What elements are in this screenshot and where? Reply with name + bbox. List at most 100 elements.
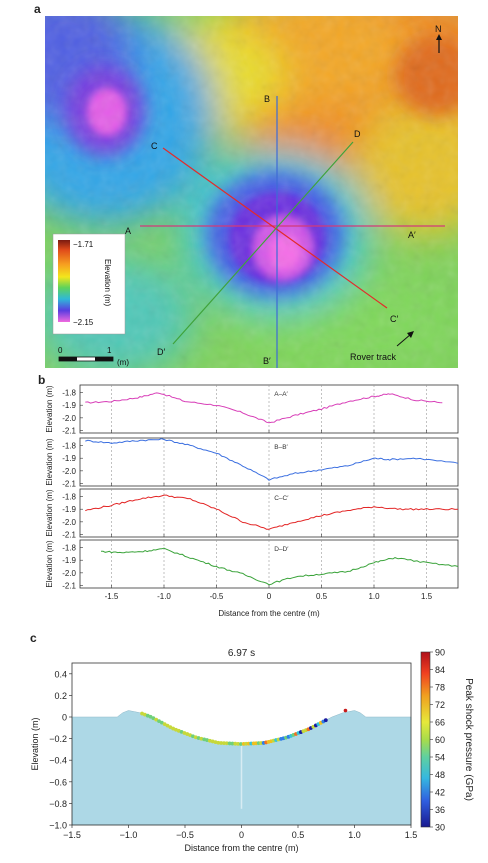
particle [236, 741, 241, 746]
particle [233, 741, 238, 746]
particle-dots [140, 708, 348, 746]
particle [151, 716, 156, 721]
y-tick-label: -1.9 [62, 505, 76, 514]
y-axis-label: Elevation (m) [45, 489, 54, 536]
colorbar-max: −1.71 [73, 240, 94, 249]
particle [222, 741, 226, 746]
profile-panel: -1.8 -1.9 -2.0 -2.1 A–A′ Elevation (m) [45, 384, 459, 435]
y-tick-label: -1.8 [62, 442, 76, 451]
y-tick-label: −1.0 [49, 821, 67, 831]
particle [343, 708, 348, 713]
profile-line [85, 494, 459, 530]
label-c-end: C′ [390, 314, 398, 324]
x-tick-label: 0 [267, 592, 272, 601]
y-tick-label: -2.0 [62, 569, 76, 578]
label-b-start: B [264, 94, 270, 104]
profile-chart: -1.8-1.9-2.0-2.1A–A′Elevation (m)-1.8-1.… [45, 384, 459, 618]
profile-line-c [162, 147, 388, 309]
y-tick-label: -2.1 [62, 426, 76, 435]
x-tick-label: 1.0 [348, 830, 361, 840]
chart-time-title: 6.97 s [228, 648, 255, 659]
scale-one: 1 [107, 346, 112, 355]
scale-unit: (m) [117, 358, 129, 367]
colorbar-title: Elevation (m) [103, 259, 112, 306]
profile-name: C–C′ [274, 495, 289, 502]
y-tick-label: -1.9 [62, 556, 76, 565]
y-tick-label: 0.4 [54, 669, 67, 679]
y-tick-label: -1.8 [62, 493, 76, 502]
panel-b-label: b [38, 373, 46, 387]
label-d-end: D′ [157, 347, 165, 357]
panel-a-label: a [34, 2, 41, 16]
y-tick-label: 0 [62, 713, 67, 723]
x-tick-label: −0.5 [176, 830, 194, 840]
particle [219, 741, 224, 745]
particle [162, 722, 167, 727]
panel-c-label: c [30, 631, 37, 645]
rover-arrow-icon [396, 333, 412, 347]
y-tick-label: -2.0 [62, 518, 76, 527]
x-tick-label: −1.0 [120, 830, 138, 840]
y-tick-label: -1.8 [62, 544, 76, 553]
x-tick-label: -1.0 [157, 592, 171, 601]
y-axis-label: Elevation (m) [45, 438, 54, 485]
colorbar-tick-label: 30 [435, 823, 445, 833]
particle [323, 718, 328, 723]
x-tick-label: 0.5 [316, 592, 328, 601]
x-tick-label: -0.5 [210, 592, 224, 601]
profile-name: A–A′ [274, 391, 288, 398]
particle [154, 717, 159, 722]
label-b-end: B′ [263, 356, 271, 366]
particle [165, 723, 170, 728]
x-tick-label: -1.5 [105, 592, 119, 601]
particle [168, 725, 173, 729]
colorbar-tick-label: 66 [435, 718, 445, 728]
profile-line-d [172, 141, 354, 345]
y-tick-label: −0.8 [49, 799, 67, 809]
y-tick-label: -1.9 [62, 401, 76, 410]
particle [148, 714, 153, 719]
x-tick-label: 0 [239, 830, 244, 840]
x-tick-label: 1.5 [405, 830, 418, 840]
north-label: N [435, 24, 442, 34]
y-tick-label: -2.0 [62, 467, 76, 476]
profile-name: D–D′ [274, 546, 289, 553]
profile-line [85, 392, 443, 424]
colorbar-tick-label: 60 [435, 735, 445, 745]
y-tick-label: -1.8 [62, 389, 76, 398]
pressure-colorbar [420, 651, 431, 828]
label-a-start: A [125, 226, 131, 236]
particle [227, 741, 232, 746]
particle [239, 742, 243, 746]
particle [216, 740, 221, 745]
profile-panel: -1.8 -1.9 -2.0 -2.1 D–D′ Elevation (m) [45, 539, 459, 590]
rover-track-label: Rover track [350, 352, 397, 362]
y-tick-label: -2.1 [62, 479, 76, 488]
profile-line [100, 547, 459, 586]
x-axis-label: Distance from the centre (m) [184, 843, 298, 853]
x-axis-label: Distance from the centre (m) [218, 609, 320, 618]
profile-panel: -1.8 -1.9 -2.0 -2.1 B–B′ Elevation (m) [45, 437, 459, 488]
simulation-chart: 6.97 s0.40.20−0.2−0.4−0.6−0.8−1.0−1.5 −1.… [30, 648, 474, 854]
scale-bar [58, 356, 114, 362]
label-c-start: C [151, 141, 158, 151]
colorbar-tick-label: 90 [435, 648, 445, 658]
y-tick-label: -1.9 [62, 454, 76, 463]
elevation-map: A A′ B B′ C C′ D D′ N Rover track 0 1 (m… [45, 16, 458, 368]
y-tick-label: -2.1 [62, 530, 76, 539]
y-axis-label: Elevation (m) [45, 540, 54, 587]
profile-name: B–B′ [274, 444, 288, 451]
x-tick-label: −1.5 [63, 830, 81, 840]
label-a-end: A′ [408, 230, 416, 240]
elevation-colorbar: −1.71 −2.15 Elevation (m) [52, 233, 126, 335]
profile-panel: -1.8 -1.9 -2.0 -2.1 C–C′ Elevation (m) [45, 488, 459, 539]
x-tick-label: 1.5 [421, 592, 433, 601]
profile-line [85, 438, 459, 481]
colorbar-min: −2.15 [73, 318, 94, 327]
colorbar-tick-label: 78 [435, 683, 445, 693]
particle [224, 741, 229, 746]
particle [157, 719, 161, 724]
y-tick-label: −0.2 [49, 734, 67, 744]
y-tick-label: -2.0 [62, 414, 76, 423]
x-tick-label: 0.5 [292, 830, 305, 840]
